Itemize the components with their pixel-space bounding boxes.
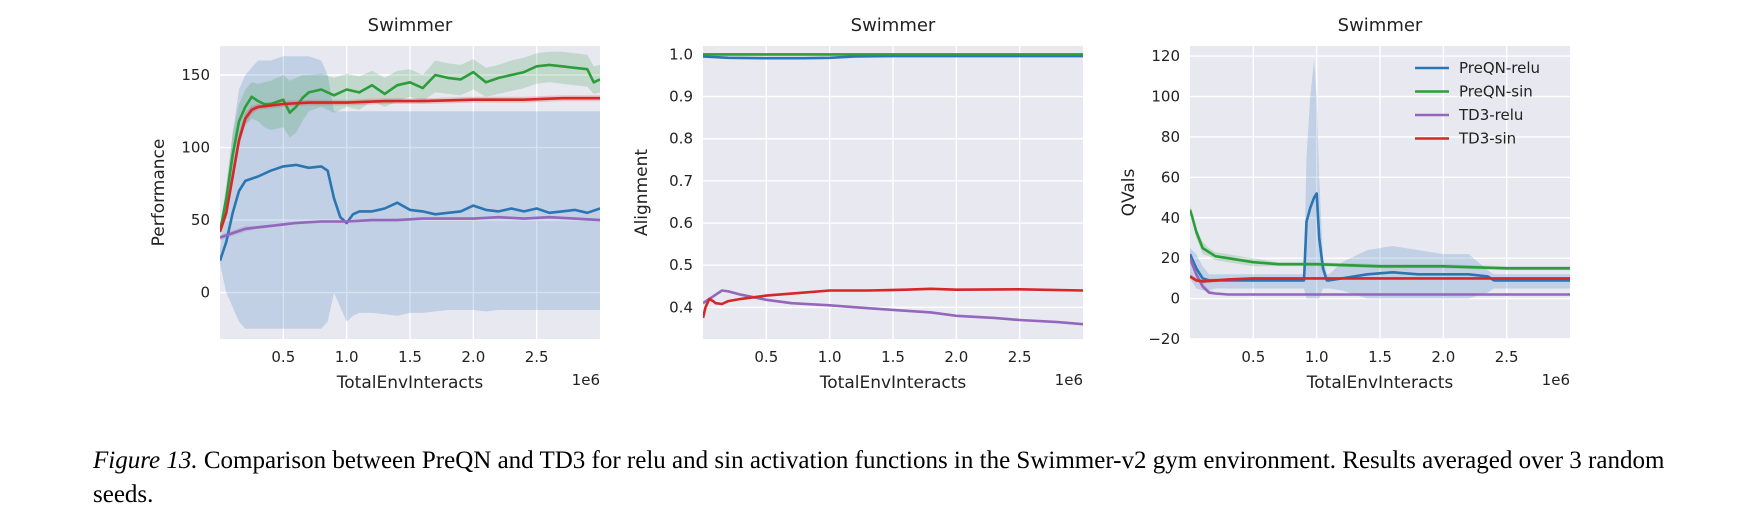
line-td3-relu (1190, 257, 1570, 296)
x-tick-label: 1.0 (335, 348, 359, 366)
x-tick-label: 2.0 (1431, 348, 1455, 366)
x-axis-label: TotalEnvInteracts (819, 373, 967, 393)
legend-label-preqn-sin: PreQN-sin (1459, 83, 1533, 101)
y-tick-label: 80 (1161, 128, 1180, 146)
y-tick-label: 0.4 (669, 298, 693, 316)
x-tick-label: 2.5 (1008, 348, 1032, 366)
x-tick-label: 2.5 (525, 348, 549, 366)
band-preqn-relu (220, 56, 600, 329)
y-tick-label: 20 (1161, 249, 1180, 267)
caption-text: Comparison between PreQN and TD3 for rel… (93, 447, 1665, 508)
legend-label-preqn-relu: PreQN-relu (1459, 59, 1540, 77)
x-axis-multiplier: 1e6 (1055, 371, 1083, 389)
line-td3-sin (703, 287, 1083, 319)
x-axis-label: TotalEnvInteracts (336, 373, 484, 393)
y-tick-label: 0.6 (669, 214, 693, 232)
y-tick-label: 60 (1161, 168, 1180, 186)
x-tick-label: 1.0 (1305, 348, 1329, 366)
x-tick-label: 2.5 (1495, 348, 1519, 366)
x-tick-label: 1.5 (881, 348, 905, 366)
chart-panel-1: 0.5 1.0 1.5 2.0 2.5 0 50 100 150 Swimmer TotalEnvI… (149, 15, 600, 393)
x-axis-label: TotalEnvInteracts (1306, 373, 1454, 393)
y-axis-label: Performance (149, 139, 169, 247)
x-tick-label: 1.0 (818, 348, 842, 366)
legend-label-td3-relu: TD3-relu (1458, 106, 1523, 124)
line-td3-relu (220, 215, 600, 239)
y-tick-label: 150 (181, 66, 210, 84)
chart-title: Swimmer (1338, 15, 1423, 36)
line-td3-relu (703, 289, 1083, 326)
x-axis-multiplier: 1e6 (1542, 371, 1570, 389)
x-tick-label: 0.5 (271, 348, 295, 366)
chart-panel-2: 0.5 1.0 1.5 2.0 2.5 0.4 0.5 0.6 0.7 0.8 0.9 1.0 Swim… (632, 15, 1083, 393)
line-td3-sin (220, 96, 600, 233)
y-tick-label: 100 (181, 139, 210, 157)
y-tick-label: 0 (200, 284, 210, 302)
y-axis-label: QVals (1119, 169, 1139, 217)
line-preqn-sin (220, 63, 600, 232)
band-preqn-sin (220, 51, 600, 235)
y-tick-label: 1.0 (669, 45, 693, 63)
chart-panel-3: 0.5 1.0 1.5 2.0 2.5 −20 0 20 40 60 80 100 120 Swimmer… (1119, 15, 1570, 393)
legend: PreQN-relu PreQN-sin TD3-relu TD3-sin (1415, 59, 1540, 148)
x-tick-label: 0.5 (754, 348, 778, 366)
caption-label: Figure 13. (93, 447, 198, 474)
chart-title: Swimmer (851, 15, 936, 36)
x-axis-multiplier: 1e6 (572, 371, 600, 389)
y-axis-label: Alignment (632, 149, 652, 236)
y-tick-label: −20 (1148, 330, 1180, 348)
line-td3-sin (1190, 275, 1570, 283)
chart-title: Swimmer (368, 15, 453, 36)
line-preqn-relu (220, 163, 600, 262)
line-preqn-relu (703, 54, 1083, 60)
x-tick-label: 1.5 (398, 348, 422, 366)
y-tick-label: 0 (1170, 290, 1180, 308)
y-tick-label: 0.8 (669, 130, 693, 148)
line-preqn-sin (1190, 209, 1570, 270)
plot-series (220, 51, 600, 329)
x-tick-label: 2.0 (461, 348, 485, 366)
x-tick-label: 2.0 (944, 348, 968, 366)
y-tick-label: 0.7 (669, 172, 693, 190)
y-tick-label: 120 (1151, 47, 1180, 65)
x-tick-label: 1.5 (1368, 348, 1392, 366)
plot-series (703, 53, 1083, 326)
y-tick-label: 100 (1151, 88, 1180, 106)
band-preqn-relu (1190, 60, 1570, 299)
figure-caption: Figure 13. Comparison between PreQN and … (93, 444, 1673, 512)
y-tick-label: 50 (191, 211, 210, 229)
figure: 0.5 1.0 1.5 2.0 2.5 0 50 100 150 Swimmer TotalEnvI… (149, 15, 1570, 393)
plot-series (1190, 60, 1570, 299)
band-td3-sin (220, 95, 600, 235)
y-tick-label: 0.9 (669, 88, 693, 106)
legend-label-td3-sin: TD3-sin (1458, 130, 1516, 148)
y-tick-label: 40 (1161, 209, 1180, 227)
y-tick-label: 0.5 (669, 256, 693, 274)
x-tick-label: 0.5 (1241, 348, 1265, 366)
